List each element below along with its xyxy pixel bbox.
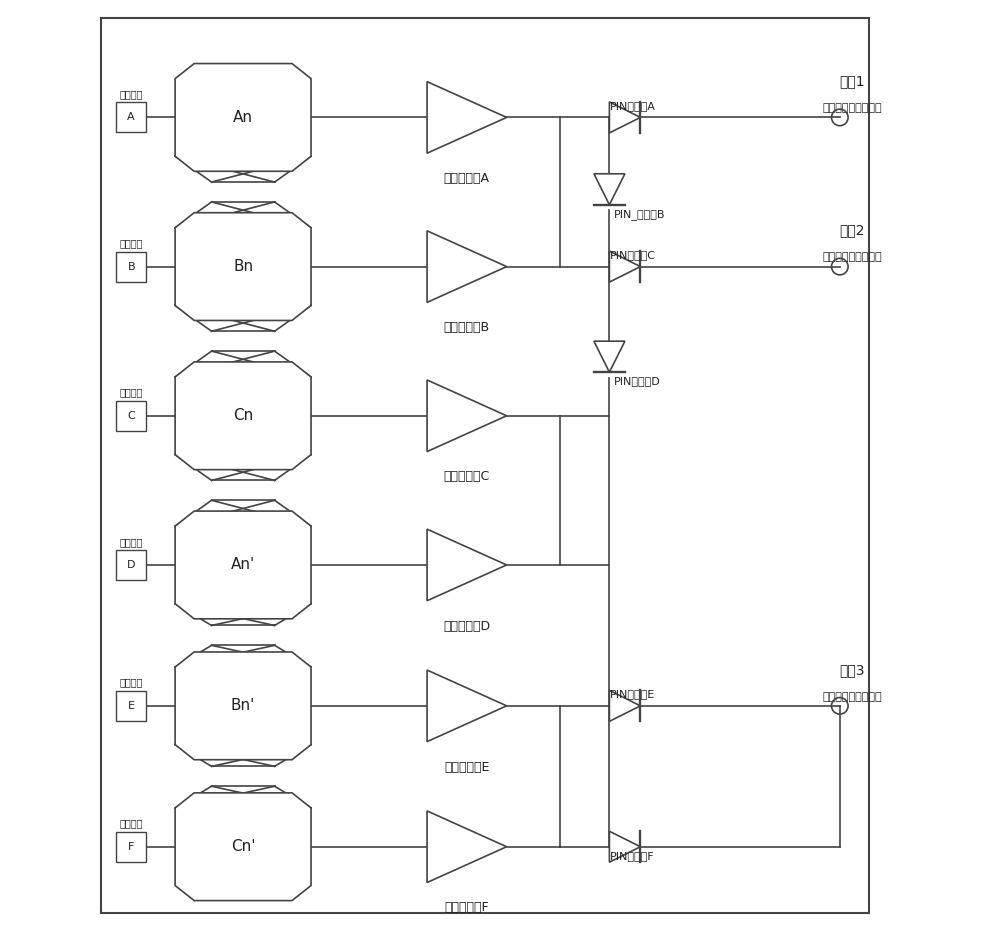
FancyBboxPatch shape: [116, 831, 146, 862]
Polygon shape: [175, 212, 311, 320]
Text: 通道2: 通道2: [839, 223, 865, 237]
Text: PIN二极管C: PIN二极管C: [609, 250, 655, 260]
Text: PIN二极管D: PIN二极管D: [614, 376, 660, 386]
Polygon shape: [175, 511, 311, 619]
Text: 前置放大器A: 前置放大器A: [444, 172, 490, 185]
Text: 失谐回路: 失谐回路: [119, 387, 143, 398]
Polygon shape: [609, 101, 640, 133]
FancyBboxPatch shape: [116, 401, 146, 431]
Text: 前置放大器F: 前置放大器F: [445, 901, 489, 914]
Polygon shape: [427, 670, 507, 742]
Text: 连接到系统控制单元: 连接到系统控制单元: [822, 103, 882, 114]
Text: 失谐回路: 失谐回路: [119, 818, 143, 829]
Text: 失谐回路: 失谐回路: [119, 89, 143, 100]
Text: D: D: [127, 560, 135, 570]
Text: A: A: [127, 113, 135, 122]
Text: 失谐回路: 失谐回路: [119, 678, 143, 688]
Text: 连接到系统控制单元: 连接到系统控制单元: [822, 692, 882, 702]
Text: 前置放大器B: 前置放大器B: [444, 321, 490, 334]
Polygon shape: [609, 691, 640, 722]
Text: PIN二极管F: PIN二极管F: [609, 851, 654, 861]
Polygon shape: [594, 341, 625, 372]
Text: 通道1: 通道1: [839, 74, 865, 88]
Text: PIN二极管E: PIN二极管E: [609, 689, 655, 699]
Polygon shape: [175, 63, 311, 171]
FancyBboxPatch shape: [116, 691, 146, 721]
Text: Cn': Cn': [231, 839, 255, 855]
Polygon shape: [609, 831, 640, 862]
Text: 连接到系统控制单元: 连接到系统控制单元: [822, 252, 882, 263]
Polygon shape: [427, 82, 507, 154]
Text: PIN_二极管B: PIN_二极管B: [614, 209, 665, 220]
Polygon shape: [427, 231, 507, 303]
Polygon shape: [609, 251, 640, 282]
Text: 前置放大器D: 前置放大器D: [443, 620, 490, 633]
Text: 失谐回路: 失谐回路: [119, 238, 143, 249]
Text: PIN二极管A: PIN二极管A: [609, 101, 655, 111]
Polygon shape: [427, 811, 507, 883]
Polygon shape: [427, 380, 507, 452]
Text: An: An: [233, 110, 253, 125]
Text: 前置放大器E: 前置放大器E: [444, 761, 490, 774]
Text: 前置放大器C: 前置放大器C: [444, 470, 490, 483]
Text: C: C: [127, 411, 135, 421]
Text: E: E: [128, 701, 135, 711]
FancyBboxPatch shape: [116, 251, 146, 281]
Text: 通道3: 通道3: [839, 663, 865, 677]
Text: An': An': [231, 558, 255, 573]
Text: B: B: [127, 262, 135, 272]
Polygon shape: [175, 652, 311, 760]
Polygon shape: [175, 793, 311, 900]
Polygon shape: [594, 174, 625, 205]
Text: F: F: [128, 842, 134, 852]
FancyBboxPatch shape: [116, 550, 146, 580]
Text: Cn: Cn: [233, 409, 253, 424]
Polygon shape: [427, 529, 507, 600]
Text: Bn': Bn': [231, 698, 255, 713]
Polygon shape: [175, 362, 311, 469]
Text: Bn: Bn: [233, 259, 253, 274]
Text: 失谐回路: 失谐回路: [119, 536, 143, 546]
FancyBboxPatch shape: [116, 102, 146, 132]
